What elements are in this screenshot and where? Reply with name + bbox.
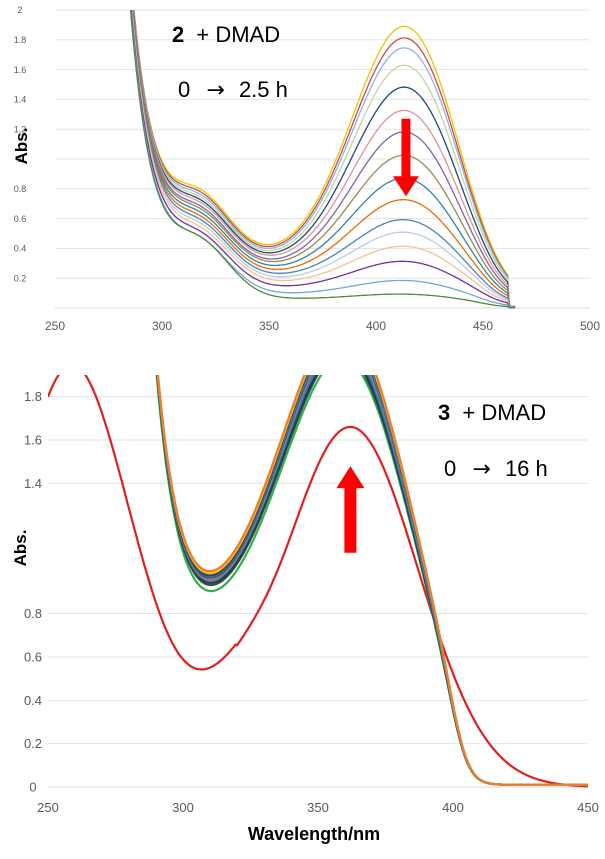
chart-bottom: 0 0.2 0.4 0.6 0.8 1.4 1.6 1.8 250 300 350 400 450 A… xyxy=(11,375,599,844)
c1-y-tick: 2 xyxy=(17,5,22,15)
c2-y-tick: 1.6 xyxy=(24,433,42,448)
c1-y-tick: 0.8 xyxy=(14,184,27,194)
c1-time-range: 0 → 2.5 h xyxy=(178,77,288,103)
c1-title: 2 + DMAD xyxy=(172,22,280,47)
c2-time-to: 16 h xyxy=(505,456,548,481)
c1-series-group xyxy=(129,10,516,309)
c1-y-tick: 1.8 xyxy=(14,35,27,45)
c2-x-tick: 300 xyxy=(172,800,194,815)
c2-y-tick: 0.4 xyxy=(24,693,42,708)
c1-time-arrow-icon: → xyxy=(206,78,224,103)
c1-y-tick: 1.2 xyxy=(14,124,27,134)
c1-x-tick: 250 xyxy=(45,319,65,333)
c2-y-tick: 0 xyxy=(29,780,36,795)
c2-y-axis-title: Abs. xyxy=(11,530,30,567)
c1-series-line-t10 xyxy=(131,10,516,308)
c2-arrow-shape xyxy=(336,466,365,553)
c1-y-tick: 0.2 xyxy=(14,273,27,283)
c2-series-group xyxy=(48,375,588,788)
c2-x-axis-title: Wavelength/nm xyxy=(248,824,380,844)
c2-x-tick: 450 xyxy=(577,800,599,815)
c1-series-line-t14 xyxy=(130,10,516,309)
c2-increase-arrow xyxy=(336,466,365,553)
c1-series-line-t16 xyxy=(129,10,516,309)
c1-series-line-t15 xyxy=(130,10,516,309)
c2-series-line-t10 xyxy=(156,375,588,786)
c1-series-line-t05 xyxy=(132,10,516,308)
c1-x-tick: 300 xyxy=(152,319,172,333)
c1-x-tick: 450 xyxy=(473,319,493,333)
c2-y-tick-labels: 0 0.2 0.4 0.6 0.8 1.4 1.6 1.8 xyxy=(24,389,42,794)
c1-series-line-t03 xyxy=(133,10,516,308)
c1-series-line-t04 xyxy=(132,10,516,308)
chart-top: 0.2 0.4 0.6 0.8 1 1.2 1.4 1.6 1.8 2 250 300 350 400 4… xyxy=(12,5,600,333)
c2-title: 3 + DMAD xyxy=(438,400,546,425)
c2-x-tick: 350 xyxy=(307,800,329,815)
c1-series-line-t02 xyxy=(133,10,516,308)
c1-series-line-t13 xyxy=(130,10,516,309)
c1-series-line-t06 xyxy=(132,10,516,308)
c2-y-tick: 0.2 xyxy=(24,736,42,751)
c1-series-line-t01 xyxy=(133,10,516,307)
c1-y-tick: 1 xyxy=(17,154,22,164)
c1-series-line-t08 xyxy=(132,10,516,308)
c1-series-line-t11 xyxy=(131,10,516,309)
c1-y-axis-title: Abs. xyxy=(12,128,31,165)
c1-x-tick: 350 xyxy=(259,319,279,333)
c1-title-rest: + DMAD xyxy=(196,22,280,47)
c1-x-tick: 400 xyxy=(366,319,386,333)
c1-y-tick: 1.6 xyxy=(14,65,27,75)
c1-x-tick-labels: 250 300 350 400 450 500 xyxy=(45,319,600,333)
c2-x-tick-labels: 250 300 350 400 450 xyxy=(37,800,599,815)
c1-y-tick: 1.4 xyxy=(14,95,27,105)
c1-series-line-t09 xyxy=(131,10,516,308)
c1-y-tick: 0.4 xyxy=(14,244,27,254)
c2-y-tick: 0.8 xyxy=(24,606,42,621)
c1-series-line-t12 xyxy=(131,10,516,309)
c1-x-tick: 500 xyxy=(580,319,600,333)
c2-time-range: 0 → 16 h xyxy=(444,456,548,482)
c2-y-tick: 1.8 xyxy=(24,389,42,404)
c2-time-arrow-icon: → xyxy=(472,457,490,482)
c2-gridlines xyxy=(48,396,588,788)
c2-x-tick: 400 xyxy=(442,800,464,815)
c2-series-line-initial xyxy=(48,375,588,788)
c2-y-tick: 0.6 xyxy=(24,649,42,664)
c1-title-number: 2 xyxy=(172,22,184,47)
c2-title-rest: + DMAD xyxy=(462,400,546,425)
c1-time-from: 0 xyxy=(178,77,190,102)
c2-time-from: 0 xyxy=(444,456,456,481)
c1-arrow-shape xyxy=(392,118,419,197)
c1-y-tick: 0.6 xyxy=(14,214,27,224)
c1-y-tick-labels: 0.2 0.4 0.6 0.8 1 1.2 1.4 1.6 1.8 2 xyxy=(14,5,27,283)
c2-y-tick: 1.4 xyxy=(24,476,42,491)
c1-series-line-t07 xyxy=(132,10,516,308)
c2-x-tick: 250 xyxy=(37,800,59,815)
c1-time-to: 2.5 h xyxy=(239,77,288,102)
c1-decrease-arrow xyxy=(392,118,419,197)
c2-title-number: 3 xyxy=(438,400,450,425)
